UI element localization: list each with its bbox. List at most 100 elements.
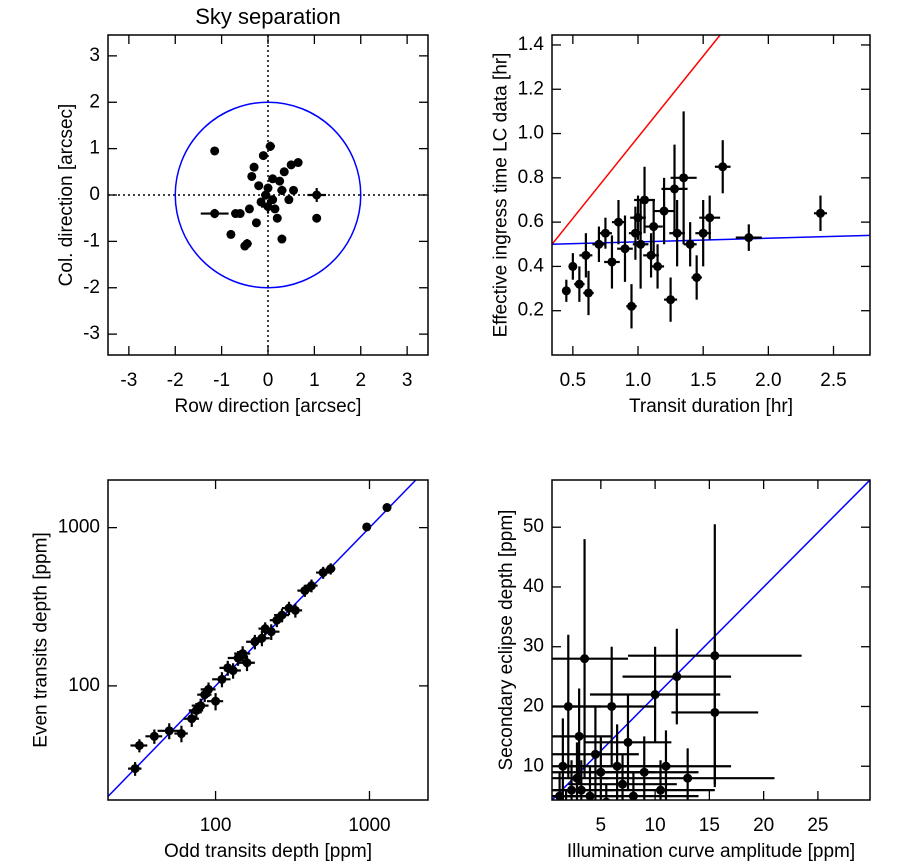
point: [300, 586, 310, 596]
point: [277, 185, 287, 195]
point: [277, 610, 287, 620]
panel: -3 -2 -1 0 1 2 3 -3 -2 -1 0 1 2 3 Sky separation Row di…: [56, 4, 429, 417]
point: [263, 202, 273, 212]
point: [362, 522, 372, 532]
x-tick-label: 1000: [348, 815, 390, 836]
point: [628, 791, 638, 800]
point: [623, 737, 633, 747]
point: [576, 785, 586, 795]
x-tick-label: 1.0: [625, 370, 651, 391]
point: [661, 761, 671, 771]
point: [312, 190, 322, 200]
point: [590, 749, 600, 759]
y-tick-label: -2: [83, 277, 100, 298]
point: [268, 195, 278, 205]
x-tick-label: 0.5: [560, 370, 586, 391]
point: [618, 779, 628, 789]
point: [649, 222, 659, 232]
plot-frame: [551, 479, 871, 801]
x-tick-label: -3: [120, 370, 137, 391]
x-tick-label: 3: [402, 370, 413, 391]
point: [650, 690, 660, 700]
y-tick-label: 2: [89, 91, 100, 112]
point: [293, 158, 303, 168]
point: [562, 804, 571, 813]
point: [581, 250, 591, 260]
point: [306, 581, 316, 591]
plot-frame: [551, 34, 871, 356]
y-tick-label: 3: [89, 45, 100, 66]
point: [640, 195, 650, 205]
point: [312, 213, 322, 223]
point: [683, 773, 693, 783]
point: [210, 209, 220, 219]
y-axis-label: Even transits depth [ppm]: [31, 532, 52, 747]
y-tick-label: 40: [523, 576, 544, 597]
point: [580, 654, 590, 664]
point: [250, 637, 260, 647]
y-axis-label: Effective ingress time LC data [hr]: [491, 53, 512, 338]
plot-frame: [107, 479, 429, 801]
point: [279, 167, 289, 177]
point: [705, 213, 715, 223]
plot-area: [552, 35, 870, 329]
x-tick-label: 20: [753, 815, 774, 836]
y-tick-label: 1.4: [518, 34, 545, 55]
y-tick-label: 0.6: [518, 211, 544, 232]
point: [254, 181, 264, 191]
point: [134, 740, 144, 750]
y-tick-label: 100: [68, 675, 100, 696]
point: [710, 651, 720, 661]
y-tick-label: 0.8: [518, 167, 544, 188]
x-tick-label: 2: [355, 370, 366, 391]
point: [286, 160, 296, 170]
y-tick-label: 20: [523, 695, 544, 716]
point: [257, 633, 267, 643]
point: [583, 288, 593, 298]
plot-frame: [107, 34, 429, 356]
point: [265, 141, 275, 151]
chart-title: Sky separation: [195, 4, 341, 29]
point: [574, 731, 584, 741]
point: [718, 162, 728, 172]
point: [672, 672, 682, 682]
point: [382, 503, 392, 513]
point: [238, 649, 248, 659]
point: [627, 301, 636, 311]
point: [176, 729, 186, 739]
point: [244, 204, 254, 214]
point: [249, 162, 259, 172]
point: [692, 272, 702, 282]
point: [613, 217, 623, 227]
x-tick-label: 2.5: [820, 370, 846, 391]
y-tick-label: 1.0: [518, 123, 544, 144]
point: [242, 239, 252, 249]
point: [226, 229, 236, 239]
point: [268, 174, 278, 184]
y-tick-label: 1: [89, 138, 100, 159]
point: [561, 286, 571, 296]
x-tick-label: 0: [263, 370, 274, 391]
point: [149, 731, 159, 741]
point: [231, 209, 241, 219]
point: [164, 726, 174, 736]
point: [602, 797, 611, 800]
point: [666, 295, 676, 305]
point: [318, 568, 328, 578]
point: [594, 239, 604, 249]
y-axis-label: Secondary eclipse depth [ppm]: [496, 510, 517, 771]
point: [607, 701, 617, 711]
y-tick-label: 1000: [58, 517, 100, 538]
point: [263, 183, 273, 193]
point: [251, 218, 261, 228]
x-axis-label: Illumination curve amplitude [ppm]: [567, 841, 855, 861]
x-axis-label: Transit duration [hr]: [629, 396, 793, 417]
point: [698, 228, 708, 238]
point: [670, 184, 680, 194]
y-tick-label: 0.4: [518, 255, 545, 276]
plot-area: [108, 35, 428, 355]
point: [620, 244, 630, 254]
y-tick-label: -1: [83, 230, 100, 251]
point: [204, 684, 214, 694]
point: [277, 234, 287, 244]
